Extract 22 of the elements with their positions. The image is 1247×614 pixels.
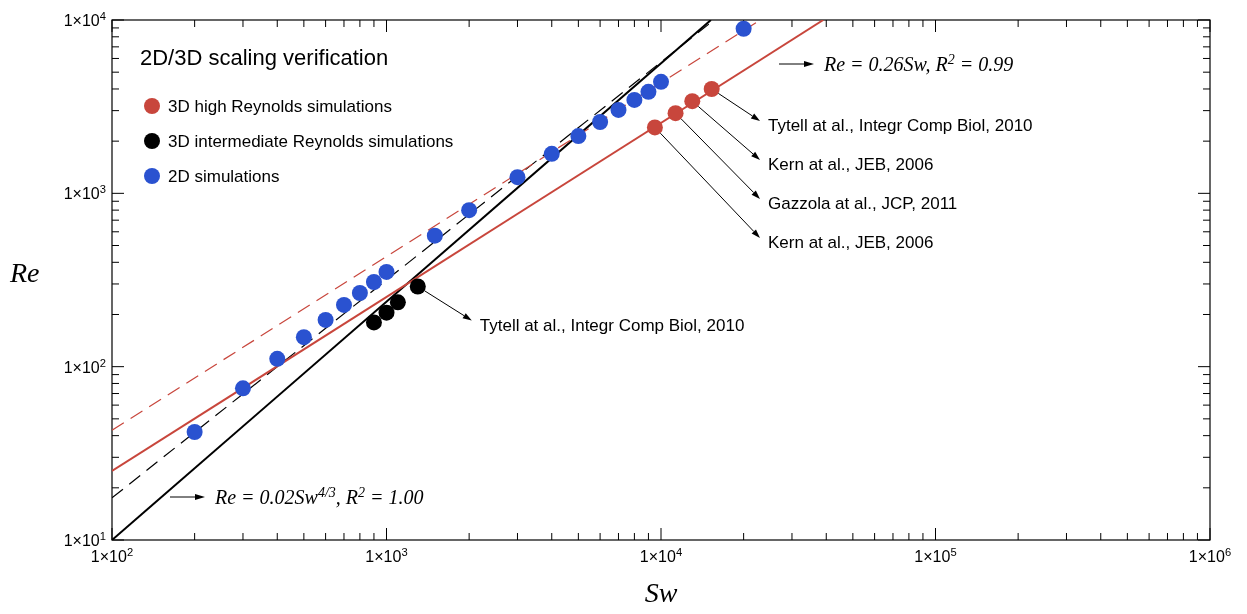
annotation: Re = 0.02Sw$^{4/3}$, R$^{2}$ = 1.00 — [214, 484, 424, 508]
x-tick-label: 1×10$^{4}$ — [639, 546, 683, 565]
annotation: Kern at al., JEB, 2006 — [768, 233, 934, 252]
y-tick-label: 1×10$^{3}$ — [63, 183, 106, 203]
x-axis-title: Sw — [644, 577, 678, 608]
x-tick-label: 1×10$^{3}$ — [365, 546, 408, 565]
annotation: Kern at al., JEB, 2006 — [768, 155, 934, 174]
legend-label: 3D intermediate Reynolds simulations — [168, 132, 454, 151]
x-tick-label: 1×10$^{5}$ — [914, 546, 957, 565]
legend-label: 3D high Reynolds simulations — [168, 97, 392, 116]
legend-title: 2D/3D scaling verification — [140, 45, 389, 70]
x-tick-label: 1×10$^{6}$ — [1188, 546, 1232, 565]
annotation: Tytell at al., Integr Comp Biol, 2010 — [768, 116, 1033, 135]
y-axis-title: Re — [9, 257, 40, 288]
annotation: Re = 0.26Sw, R$^{2}$ = 0.99 — [823, 51, 1014, 75]
x-tick-label: 1×10$^{2}$ — [90, 546, 134, 565]
y-tick-label: 1×10$^{2}$ — [63, 356, 106, 376]
legend-label: 2D simulations — [168, 167, 280, 186]
annotation: Tytell at al., Integr Comp Biol, 2010 — [479, 315, 745, 335]
y-tick-label: 1×10$^{1}$ — [63, 530, 106, 549]
annotation: Gazzola at al., JCP, 2011 — [768, 194, 958, 213]
y-tick-label: 1×10$^{4}$ — [63, 10, 106, 29]
